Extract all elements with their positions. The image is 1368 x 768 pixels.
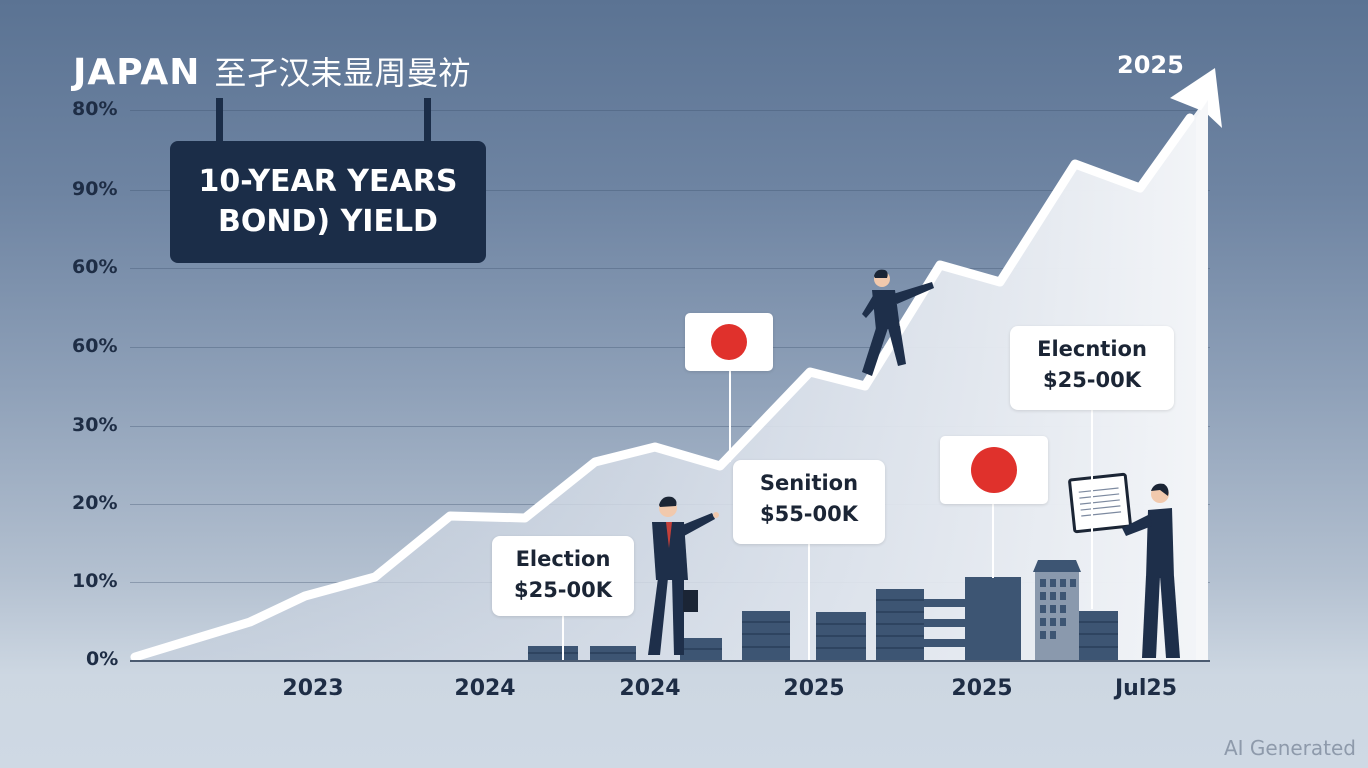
x-tick-label: 2024 bbox=[454, 676, 516, 701]
y-tick-label: 0% bbox=[86, 648, 119, 670]
y-tick-label: 30% bbox=[72, 414, 118, 436]
title-subtitle: 至孑汉耒㫫周曼祊 bbox=[214, 54, 471, 92]
gridline bbox=[130, 190, 1210, 191]
annotation-callout: Elecntion $25-00K bbox=[1010, 326, 1174, 410]
area-fill bbox=[135, 100, 1208, 660]
annotation-callout: Election $25-00K bbox=[492, 536, 634, 616]
callout-label: Senition bbox=[759, 471, 859, 495]
businessman-climbing-icon bbox=[862, 269, 934, 376]
arrow-head-icon bbox=[1170, 68, 1222, 128]
annotation-callout: Senition $55-00K bbox=[733, 460, 885, 544]
gridline bbox=[130, 426, 1210, 427]
y-tick-label: 60% bbox=[72, 256, 118, 278]
callout-value: $25-00K bbox=[1042, 368, 1142, 392]
x-tick-label: 2025 bbox=[951, 676, 1013, 701]
japan-flag-icon bbox=[940, 436, 1048, 504]
y-tick-label: 10% bbox=[72, 570, 118, 592]
stack-lines bbox=[528, 599, 1118, 654]
x-tick-label: 2023 bbox=[282, 676, 344, 701]
callout-label: Elecntion bbox=[1037, 337, 1147, 361]
y-tick-label: 80% bbox=[72, 98, 118, 120]
businessman-pointing-icon bbox=[648, 496, 719, 655]
x-tick-label: 2025 bbox=[783, 676, 845, 701]
callout-value: $25-00K bbox=[513, 578, 613, 602]
callout-stem bbox=[562, 614, 564, 660]
x-axis-line bbox=[130, 660, 1210, 662]
yield-line bbox=[130, 113, 1195, 662]
chart-title: JAPAN 至孑汉耒㫫周曼祊 bbox=[73, 48, 470, 94]
y-tick-label: 20% bbox=[72, 492, 118, 514]
gridline bbox=[130, 268, 1210, 269]
gridline bbox=[130, 347, 1210, 348]
arrow-year-label: 2025 bbox=[1117, 51, 1184, 79]
ai-generated-watermark: AI Generated bbox=[1223, 736, 1356, 760]
callout-stem bbox=[1091, 409, 1093, 609]
japan-flag-icon bbox=[685, 313, 773, 371]
gridline bbox=[130, 110, 1210, 111]
chart-sign: 10-YEAR YEARS BOND) YIELD bbox=[170, 141, 486, 263]
y-tick-label: 90% bbox=[72, 178, 118, 200]
callout-stem bbox=[808, 543, 810, 660]
y-tick-label: 60% bbox=[72, 335, 118, 357]
sign-line-1: 10-YEAR YEARS bbox=[198, 164, 458, 199]
sign-post bbox=[216, 98, 223, 144]
flag-pole bbox=[729, 370, 731, 462]
sign-line-2: BOND) YIELD bbox=[218, 204, 438, 239]
businessman-tablet-icon bbox=[1068, 472, 1180, 658]
flag-pole bbox=[992, 504, 994, 578]
office-building-icon bbox=[1033, 560, 1081, 660]
callout-label: Election bbox=[515, 547, 611, 571]
x-tick-label: 2024 bbox=[619, 676, 681, 701]
x-tick-label: Jul25 bbox=[1114, 676, 1178, 701]
sign-post bbox=[424, 98, 431, 144]
title-main: JAPAN bbox=[73, 52, 201, 93]
callout-value: $55-00K bbox=[759, 502, 859, 526]
